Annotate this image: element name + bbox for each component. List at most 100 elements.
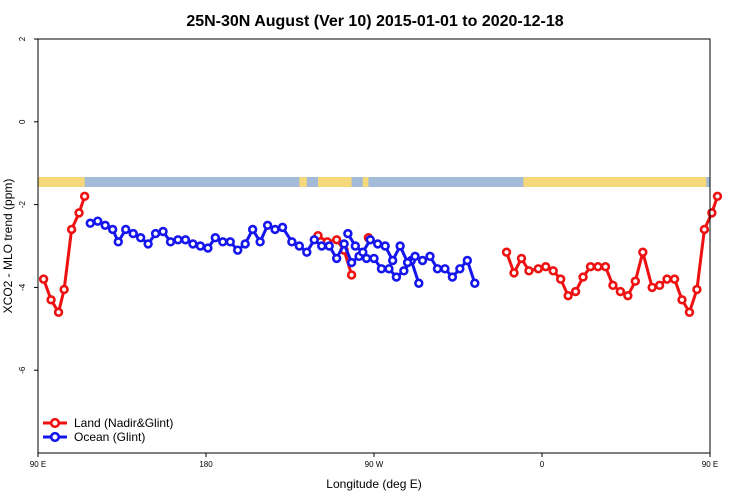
ocean-data-point — [440, 264, 450, 274]
ocean-data-point — [417, 255, 428, 266]
land-band — [523, 177, 707, 187]
land-data-point — [630, 276, 641, 286]
ocean-data-point — [447, 272, 458, 282]
ocean-data-point — [143, 239, 153, 249]
ocean-data-point — [350, 241, 361, 251]
land-data-point — [346, 270, 357, 280]
land-data-point — [555, 274, 566, 284]
x-axis: 90 E 180 90 W 0 90 E — [30, 453, 718, 469]
y-axis: 2 0 -2 -4 -6 — [18, 36, 38, 374]
land-data-point — [638, 247, 648, 257]
land-band — [362, 177, 369, 187]
ocean-data-point — [100, 220, 110, 231]
land-data-point — [501, 247, 512, 257]
ocean-data-point — [270, 224, 280, 235]
land-data-point — [563, 290, 573, 301]
ocean-data-point — [302, 247, 312, 257]
chart-title: 25N-30N August (Ver 10) 2015-01-01 to 20… — [186, 13, 563, 30]
legend-item-land: Land (Nadir&Glint) — [43, 416, 173, 430]
legend-marker-land — [49, 417, 61, 429]
x-tick-label: 90 W — [365, 460, 384, 469]
land-band — [318, 177, 352, 187]
ocean-data-point — [188, 239, 198, 249]
ocean-data-point — [287, 237, 297, 247]
land-data-point — [600, 262, 611, 272]
land-data-point — [541, 262, 551, 272]
land-data-point — [46, 295, 56, 305]
x-tick-label: 90 E — [702, 460, 718, 469]
land-data-point — [608, 280, 618, 291]
ocean-data-point — [309, 235, 319, 245]
ocean-data-point — [380, 241, 390, 251]
land-data-point — [677, 295, 687, 305]
ocean-data-point — [150, 228, 161, 239]
ocean-data-point — [384, 264, 394, 274]
ocean-data-point — [410, 251, 420, 262]
land-data-point — [548, 266, 558, 276]
ocean-data-point — [402, 257, 413, 268]
ocean-data-point — [331, 253, 342, 264]
ocean-data-point — [247, 224, 258, 235]
ocean-data-point — [121, 224, 131, 235]
ocean-data-point — [277, 222, 288, 233]
legend-label-land: Land (Nadir&Glint) — [74, 416, 173, 430]
land-series-line — [505, 195, 719, 314]
land-data-point — [654, 280, 665, 291]
ocean-data-point — [180, 235, 191, 245]
ocean-data-point — [346, 257, 357, 268]
ocean-data-point — [173, 235, 183, 245]
y-tick-label: -2 — [18, 200, 27, 208]
legend-item-ocean: Ocean (Glint) — [43, 430, 145, 444]
land-data-point — [509, 268, 519, 278]
land-data-point — [593, 262, 603, 272]
land-data-point — [79, 191, 90, 202]
land-ocean-band — [38, 177, 710, 187]
land-data-point — [712, 191, 723, 202]
ocean-data-point — [210, 233, 221, 243]
ocean-data-point — [294, 241, 305, 251]
land-data-point — [662, 274, 672, 284]
ocean-data-point — [343, 228, 353, 239]
ocean-data-point — [432, 264, 443, 274]
land-data-point — [74, 208, 84, 218]
x-tick-label: 180 — [199, 460, 213, 469]
ocean-data-point — [376, 264, 387, 274]
land-data-point — [533, 264, 543, 274]
land-data-point — [53, 307, 64, 317]
land-data-point — [516, 253, 527, 264]
ocean-data-point — [158, 226, 168, 237]
ocean-data-point — [414, 278, 424, 288]
ocean-data-point — [165, 237, 176, 247]
ocean-data-point — [395, 241, 405, 251]
y-axis-label: XCO2 - MLO trend (ppm) — [1, 179, 15, 314]
ocean-data-point — [470, 278, 480, 288]
legend-marker-ocean — [49, 431, 61, 443]
legend: Land (Nadir&Glint)Ocean (Glint) — [43, 416, 173, 444]
ocean-data-point — [369, 253, 379, 264]
ocean-data-point — [203, 243, 213, 253]
land-data-point — [669, 274, 680, 284]
ocean-data-point — [425, 251, 435, 262]
ocean-data-point — [128, 228, 138, 239]
land-data-point — [699, 224, 710, 235]
ocean-data-point — [373, 239, 383, 249]
ocean-data-point — [107, 224, 118, 235]
land-data-point — [615, 286, 626, 297]
land-data-point — [570, 286, 581, 297]
ocean-data-point — [391, 272, 402, 282]
ocean-data-point — [317, 241, 327, 251]
ocean-data-point — [93, 216, 103, 226]
ocean-band — [38, 177, 710, 187]
ocean-data-point — [218, 237, 228, 247]
ocean-data-point — [255, 237, 265, 247]
ocean-data-point — [240, 239, 250, 249]
land-data-point — [38, 274, 49, 284]
ocean-data-point — [462, 255, 473, 266]
land-data-point — [66, 224, 77, 235]
y-tick-label: -4 — [18, 283, 27, 291]
ocean-data-point — [195, 241, 206, 251]
land-data-point — [647, 282, 657, 293]
ocean-data-point — [225, 237, 235, 247]
y-tick-label: 2 — [18, 36, 27, 41]
ocean-data-point — [233, 245, 243, 255]
